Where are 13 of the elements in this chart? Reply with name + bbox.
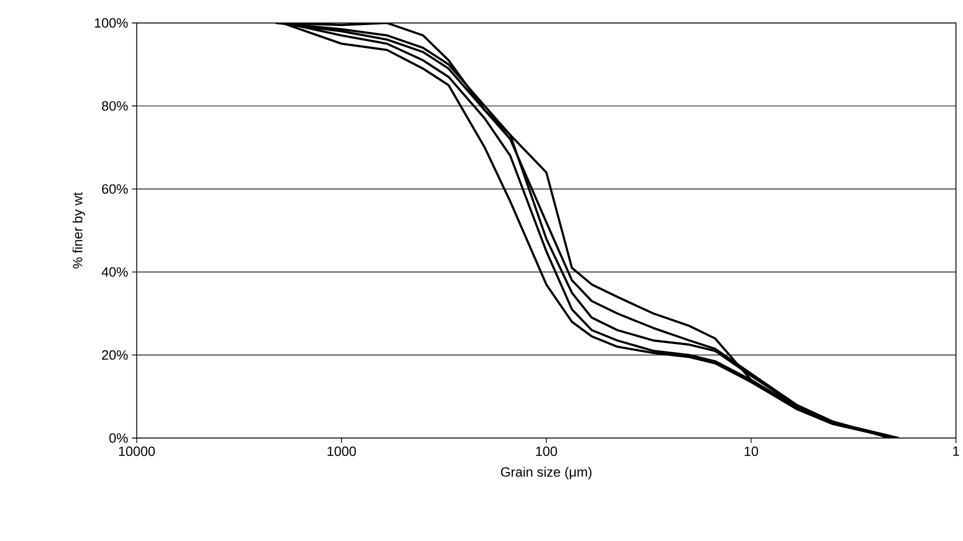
x-tick-label: 10 — [744, 446, 758, 456]
y-tick-label: 60% — [102, 184, 128, 194]
x-tick-label: 1000 — [328, 446, 356, 456]
x-axis-title: Grain size (μm) — [501, 466, 592, 480]
y-tick-label: 100% — [94, 18, 128, 28]
x-tick-label: 10000 — [119, 446, 155, 456]
y-tick-label: 80% — [102, 101, 128, 111]
x-tick-label: 100 — [536, 446, 557, 456]
y-tick-label: 40% — [102, 267, 128, 277]
x-tick-label: 1 — [953, 446, 960, 456]
y-tick-label: 0% — [109, 433, 128, 443]
y-tick-label: 20% — [102, 350, 128, 360]
y-axis-title: % finer by wt — [72, 192, 86, 268]
